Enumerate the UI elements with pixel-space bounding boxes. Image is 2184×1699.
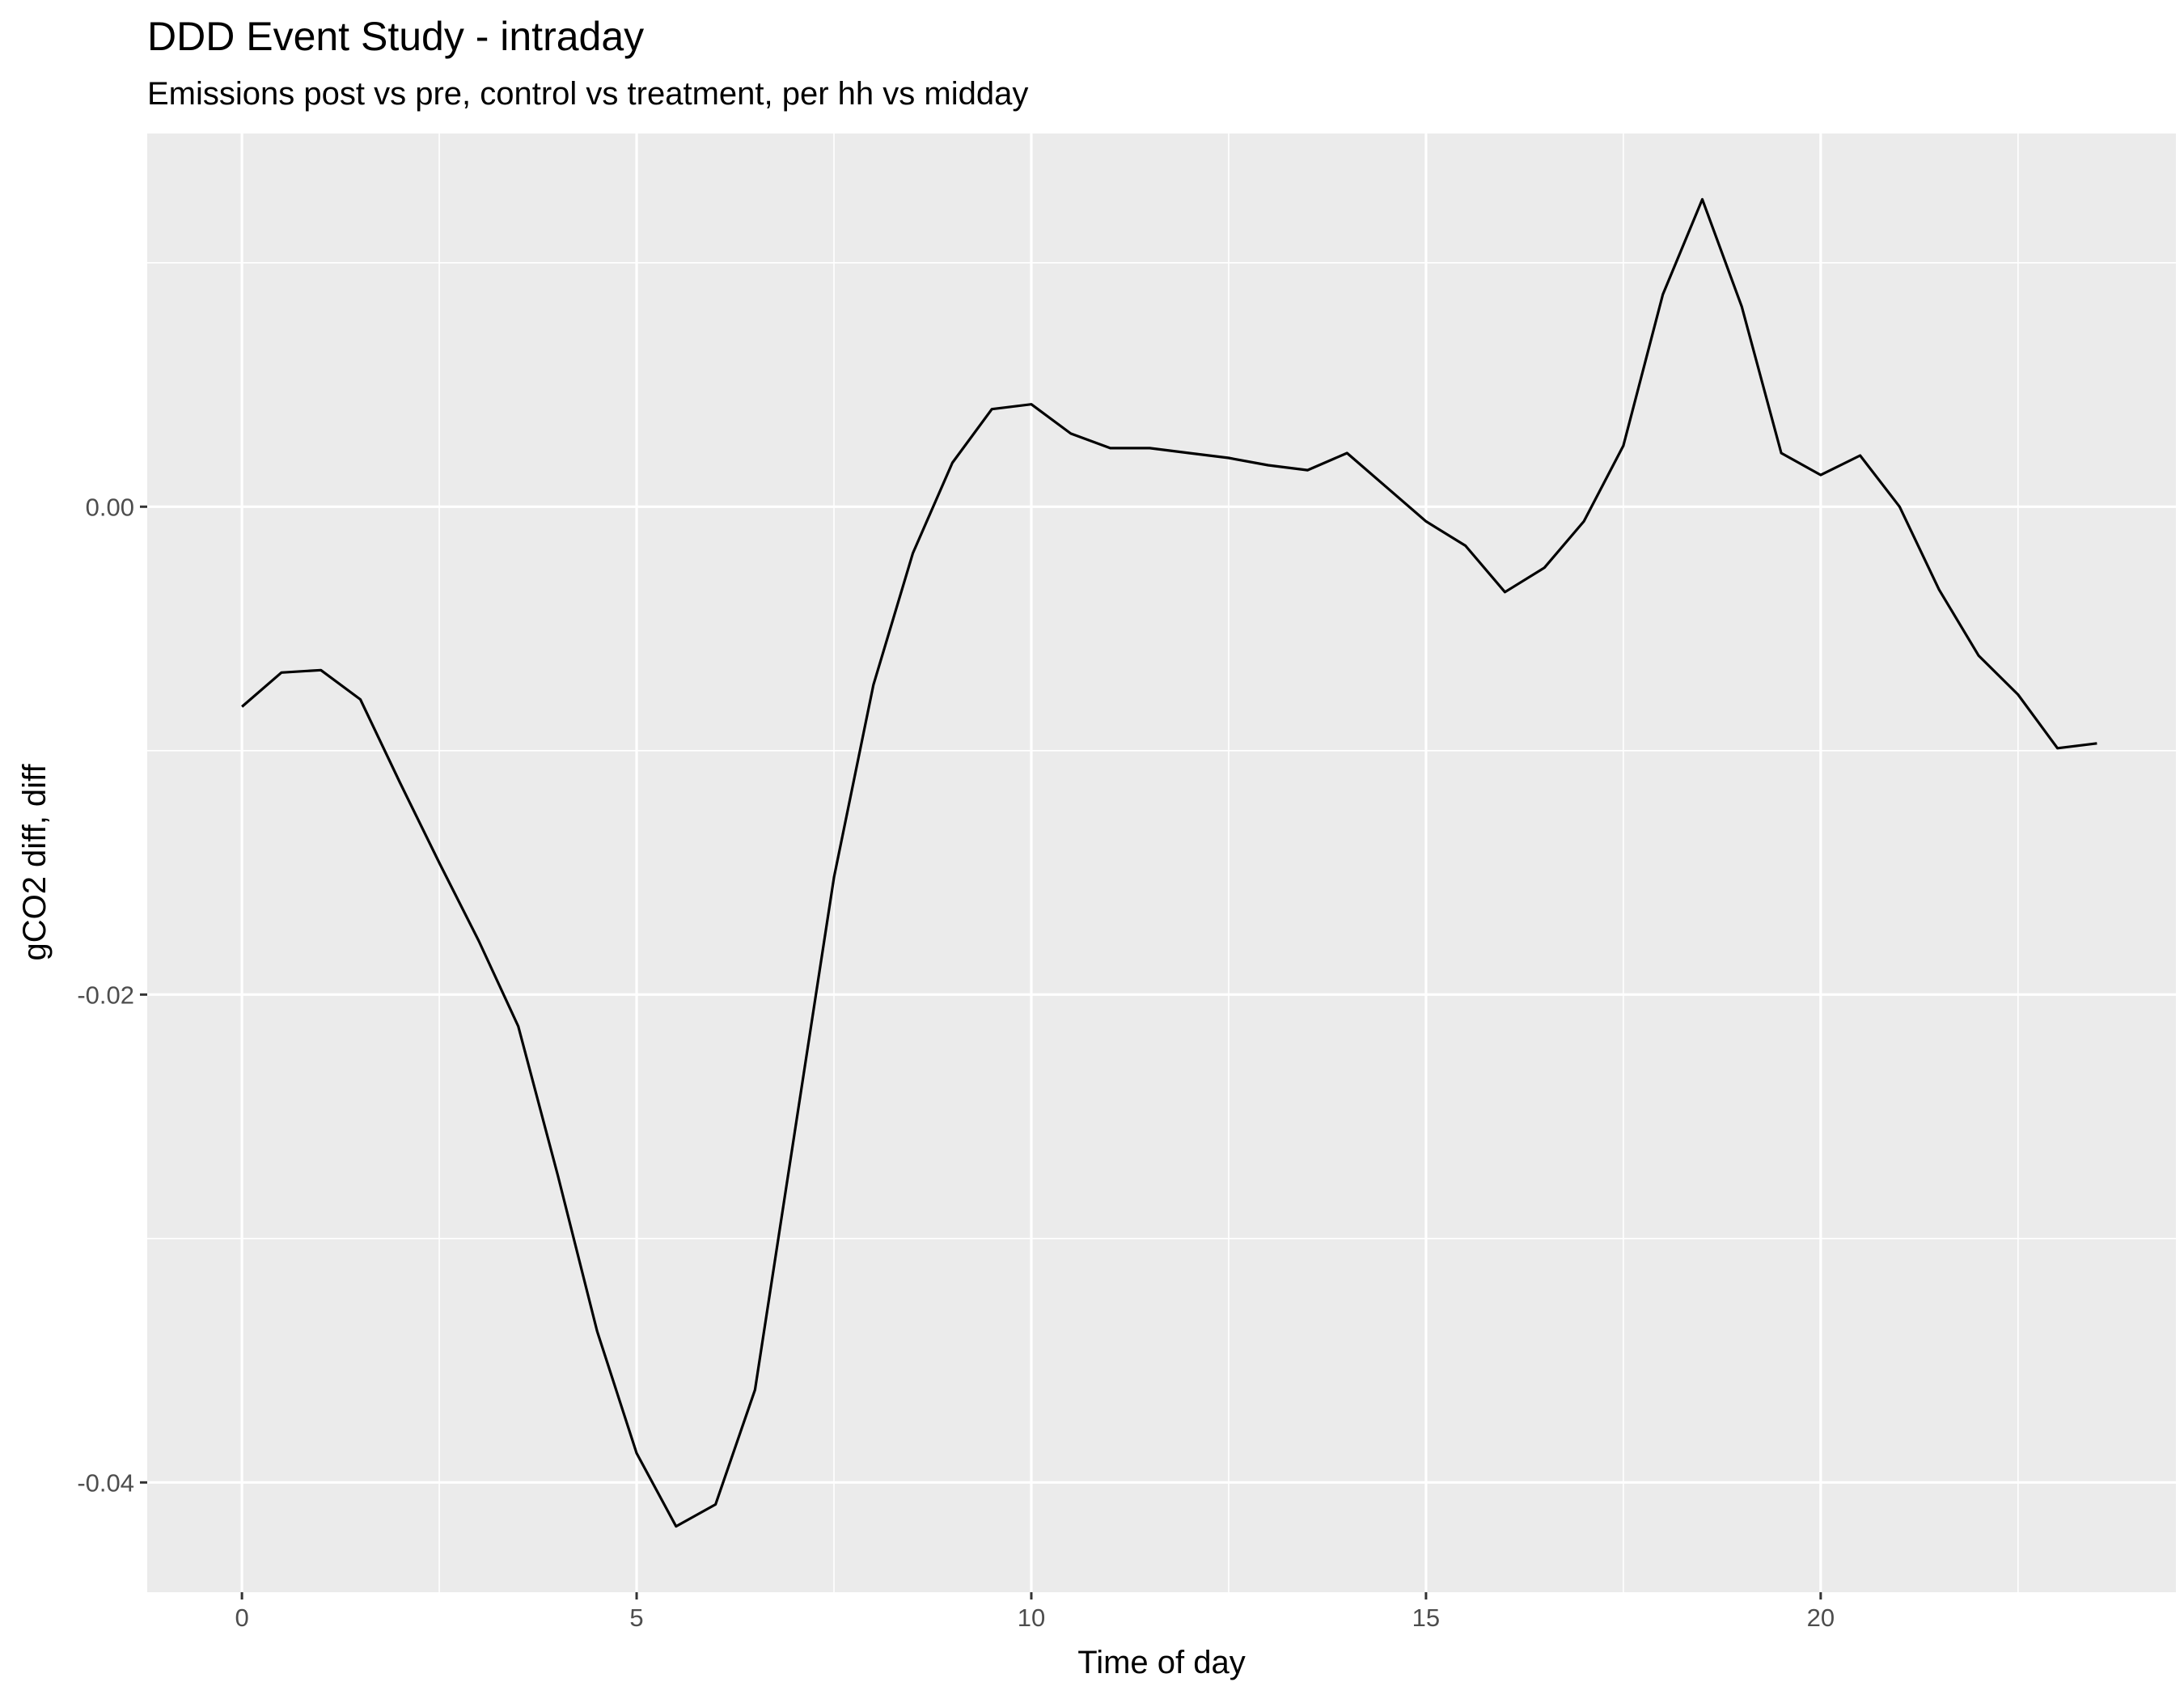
x-axis: 0 5 10 15 20 bbox=[235, 1592, 1835, 1632]
x-tick-label: 15 bbox=[1412, 1604, 1440, 1632]
y-tick-label: -0.04 bbox=[77, 1468, 134, 1497]
series-layer bbox=[241, 197, 2097, 1528]
series-line bbox=[241, 197, 2097, 1528]
y-tick-label: -0.02 bbox=[77, 981, 134, 1009]
chart-title: DDD Event Study - intraday bbox=[147, 14, 645, 59]
y-tick-label: 0.00 bbox=[86, 493, 134, 521]
x-tick-label: 5 bbox=[629, 1604, 643, 1632]
y-axis-title: gCO2 diff, diff bbox=[17, 764, 53, 961]
x-axis-title: Time of day bbox=[1077, 1645, 1245, 1680]
grid-minor-lines bbox=[147, 133, 2176, 1592]
x-tick-label: 20 bbox=[1807, 1604, 1835, 1632]
y-axis: 0.00 -0.02 -0.04 bbox=[77, 493, 147, 1497]
grid-major-lines bbox=[147, 133, 2176, 1592]
chart-subtitle: Emissions post vs pre, control vs treatm… bbox=[147, 76, 1029, 112]
x-tick-label: 0 bbox=[235, 1604, 248, 1632]
x-tick-label: 10 bbox=[1018, 1604, 1045, 1632]
plot-panel bbox=[147, 133, 2176, 1592]
